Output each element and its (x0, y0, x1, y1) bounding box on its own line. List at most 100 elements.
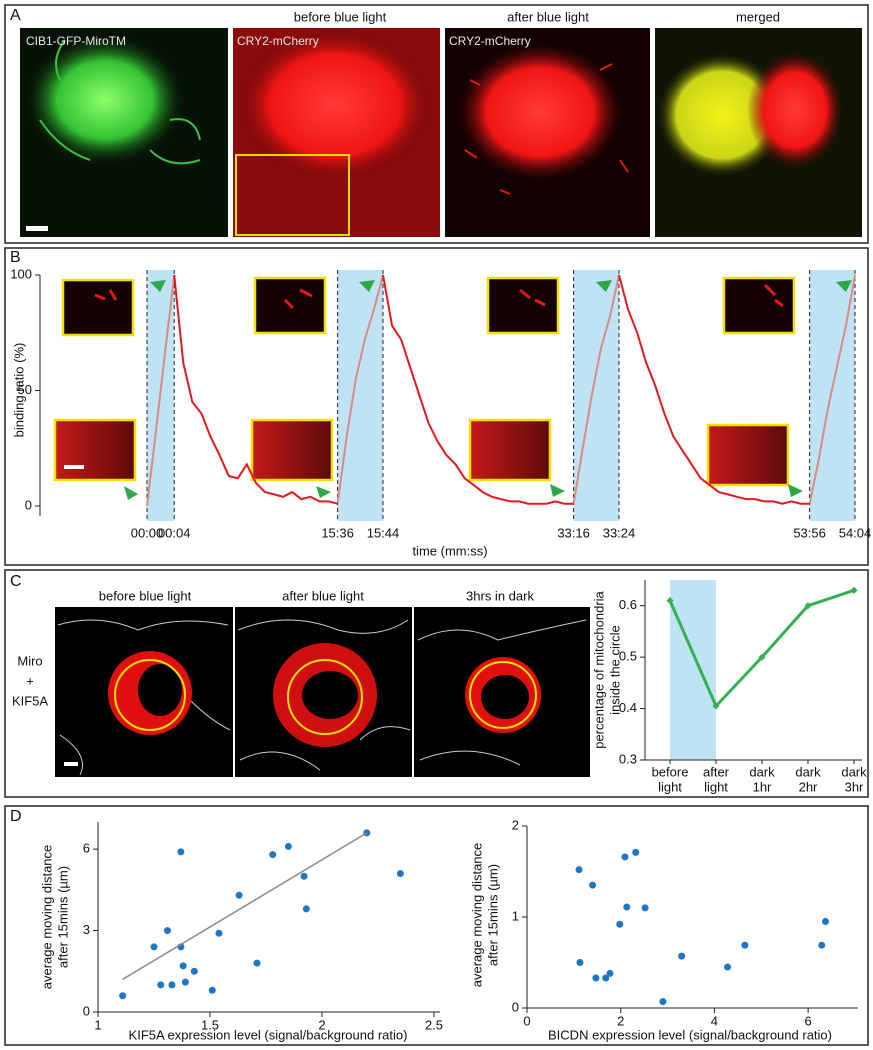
scatter-point (821, 918, 829, 926)
row-label: + (26, 673, 34, 688)
image-label: CRY2-mCherry (449, 34, 531, 48)
y-axis-title: inside the circle (607, 625, 622, 715)
scatter-point (190, 967, 198, 975)
y-tick-label: 0 (83, 1003, 90, 1018)
scatter-point (119, 992, 127, 1000)
row-label: Miro (17, 653, 42, 668)
scatter-point (157, 981, 165, 989)
micrograph (445, 28, 650, 237)
x-tick-label: 0 (523, 1013, 530, 1028)
y-axis-title: average moving distance (469, 843, 484, 988)
x-tick-label: 2hr (799, 779, 818, 794)
micrograph (55, 607, 233, 777)
scatter-point (678, 952, 686, 960)
point-marker (666, 597, 674, 605)
scatter-point (363, 829, 371, 837)
x-tick-label: 15:44 (367, 525, 400, 540)
x-tick-label: 1hr (753, 779, 772, 794)
x-tick-label: 1.5 (201, 1017, 219, 1032)
x-tick-label: 3hr (845, 779, 864, 794)
y-axis-title: binding ratio (%) (11, 343, 26, 438)
panel-frame (4, 4, 869, 244)
y-tick-label: 2 (512, 817, 519, 832)
x-tick-label: light (704, 779, 728, 794)
panel-label: D (10, 808, 22, 825)
scatter-point (602, 974, 610, 982)
scatter-point (632, 848, 640, 856)
x-tick-label: before (652, 764, 689, 779)
x-tick-label: 6 (805, 1013, 812, 1028)
point-marker (712, 702, 720, 710)
x-axis-title: time (mm:ss) (412, 543, 487, 558)
column-header: before blue light (99, 588, 192, 603)
scatter-point (623, 903, 631, 911)
scatter-point (592, 974, 600, 982)
scatter-point (150, 943, 158, 951)
scatter-point (659, 998, 667, 1006)
panel-frame (4, 569, 869, 798)
y-tick-label: 0.3 (619, 751, 637, 766)
micrograph (233, 27, 440, 237)
panel-label: B (10, 249, 21, 266)
scatter-point (284, 842, 292, 850)
y-tick-label: 0.4 (619, 700, 637, 715)
scatter-point (215, 929, 223, 937)
panel-frame (4, 247, 869, 566)
scatter-point (179, 962, 187, 970)
light-band (337, 270, 383, 521)
column-header: merged (736, 9, 780, 24)
scatter-point (576, 959, 584, 966)
insets (53, 276, 852, 500)
x-tick-label: light (658, 779, 682, 794)
scatter-point (818, 941, 826, 949)
scatter-point (396, 870, 404, 878)
scatter-point (302, 905, 310, 913)
scatter-point (589, 881, 597, 889)
x-tick-label: 2 (318, 1017, 325, 1032)
scatter-point (163, 927, 171, 935)
point-marker (758, 653, 766, 661)
light-band (670, 580, 716, 760)
data-line (146, 274, 856, 507)
y-tick-label: 100 (10, 266, 32, 281)
scatter-point (606, 969, 614, 977)
x-tick-label: 33:16 (557, 525, 590, 540)
column-header: after blue light (282, 588, 364, 603)
x-axis-title: BICDN expression level (signal/backgroun… (548, 1027, 832, 1042)
scatter-point (741, 941, 749, 949)
x-tick-label: dark (795, 764, 821, 779)
column-header: after blue light (507, 9, 589, 24)
row-label: KIF5A (12, 693, 48, 708)
y-axis-title: percentage of mitochondria (591, 590, 606, 748)
scatter-point (616, 920, 624, 928)
scatter-point (300, 872, 308, 880)
x-tick-label: 4 (711, 1013, 718, 1028)
scatter-point (621, 853, 629, 861)
scatter-point (253, 959, 261, 967)
column-header: 3hrs in dark (466, 588, 534, 603)
micrograph (655, 28, 862, 237)
point-marker (850, 586, 858, 594)
x-axis-title: KIF5A expression level (signal/backgroun… (129, 1027, 408, 1042)
data-line (122, 832, 368, 981)
scatter-point (724, 963, 732, 971)
scatter-point (177, 848, 185, 856)
x-tick-label: 53:56 (793, 525, 826, 540)
x-tick-label: 2 (617, 1013, 624, 1028)
y-axis-title: after 15mins (µm) (55, 866, 70, 968)
image-label: CIB1-GFP-MiroTM (26, 34, 126, 48)
micrograph (235, 607, 412, 777)
data-line (173, 274, 810, 505)
scatter-point (575, 866, 583, 874)
x-tick-label: 2.5 (425, 1017, 443, 1032)
x-tick-label: 00:04 (158, 525, 191, 540)
scatter-point (181, 978, 189, 986)
y-axis-title: average moving distance (39, 845, 54, 990)
y-axis-title: after 15mins (µm) (485, 864, 500, 966)
x-tick-label: 1 (94, 1017, 101, 1032)
x-tick-label: 00:00 (131, 525, 164, 540)
scatter-point (235, 891, 243, 899)
panel-label: A (10, 7, 21, 24)
x-tick-label: after (703, 764, 730, 779)
